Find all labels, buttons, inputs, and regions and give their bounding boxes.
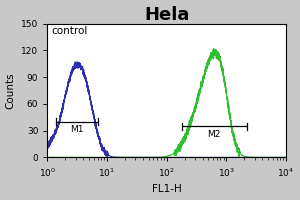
Y-axis label: Counts: Counts: [6, 72, 16, 109]
Title: Hela: Hela: [144, 6, 189, 24]
Text: M1: M1: [70, 125, 84, 134]
Text: control: control: [51, 26, 87, 36]
X-axis label: FL1-H: FL1-H: [152, 184, 182, 194]
Text: M2: M2: [208, 130, 221, 139]
